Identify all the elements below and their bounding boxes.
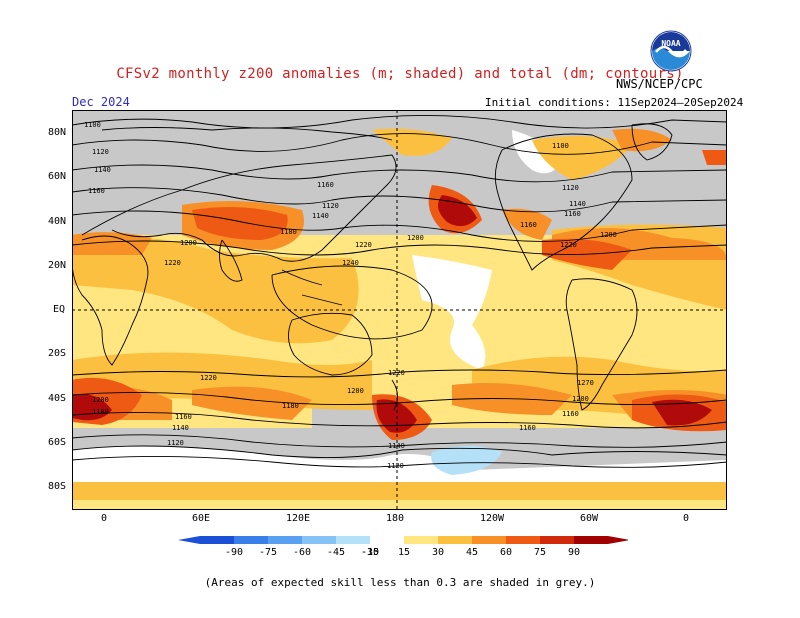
contour-label: 1120 — [387, 462, 404, 470]
lon-label: 120W — [479, 513, 505, 524]
colorbar-cell — [234, 536, 268, 544]
contour-label: 1120 — [92, 148, 109, 156]
contour-label: 1100 — [84, 121, 101, 129]
contour-label: 1160 — [520, 221, 537, 229]
contour-label: 1160 — [562, 410, 579, 418]
contour-label: 1240 — [342, 259, 359, 267]
lat-label: 60S — [48, 437, 67, 448]
contour-label: 1180 — [280, 228, 297, 236]
initial-conditions: Initial conditions: 11Sep2024–20Sep2024 — [485, 96, 744, 109]
contour-label: 1270 — [577, 379, 594, 387]
contour-label: 1120 — [322, 202, 339, 210]
contour-label: 1160 — [564, 210, 581, 218]
colorbar-cell — [200, 536, 234, 544]
colorbar-right-arrow — [608, 536, 628, 544]
contour-label: 1200 — [407, 234, 424, 242]
contour-label: 1200 — [347, 387, 364, 395]
lat-label: EQ — [53, 304, 66, 315]
contour-label: 1160 — [519, 424, 536, 432]
lat-label: 80N — [48, 127, 67, 138]
contour-label: 1160 — [175, 413, 192, 421]
contour-label: 1120 — [562, 184, 579, 192]
contour-label: 1160 — [317, 181, 334, 189]
agency-label: NWS/NCEP/CPC — [616, 77, 703, 91]
contour-label: 1160 — [88, 187, 105, 195]
colorbar-cell — [472, 536, 506, 544]
colorbar-cell — [506, 536, 540, 544]
contour-label: 1220 — [355, 241, 372, 249]
logo-text: NOAA — [661, 39, 680, 48]
contour-label: 1120 — [167, 439, 184, 447]
colorbar — [178, 536, 628, 544]
lon-label: 60E — [191, 513, 211, 524]
colorbar-cell — [336, 536, 370, 544]
colorbar-cell — [268, 536, 302, 544]
lon-label: 0 — [100, 513, 108, 524]
colorbar-tick-label: 15 — [397, 547, 411, 558]
lat-label: 40N — [48, 216, 67, 227]
lat-label: 20S — [48, 348, 67, 359]
chart-title: CFSv2 monthly z200 anomalies (m; shaded)… — [116, 66, 684, 82]
contour-label: 1220 — [164, 259, 181, 267]
colorbar-tick-label: -90 — [224, 547, 244, 558]
colorbar-cell — [540, 536, 574, 544]
contour-label: 1180 — [282, 402, 299, 410]
height-contours — [72, 115, 727, 468]
colorbar-tick-label: -15 — [360, 547, 380, 558]
lon-label: 180 — [385, 513, 405, 524]
contour-label: 1140 — [94, 166, 111, 174]
contour-label: 1200 — [92, 396, 109, 404]
lon-label: 120E — [285, 513, 311, 524]
blue-anomaly-area — [431, 446, 502, 475]
contour-label: 1220 — [388, 369, 405, 377]
contour-label: 1140 — [172, 424, 189, 432]
contour-label: 1200 — [180, 239, 197, 247]
colorbar-tick-label: 75 — [533, 547, 547, 558]
contour-labels: 1100 1120 1140 1160 1200 1220 1240 1160 … — [84, 121, 617, 470]
lat-label: 80S — [48, 481, 67, 492]
contour-label: 1100 — [552, 142, 569, 150]
contour-label: 1140 — [312, 212, 329, 220]
lat-label: 40S — [48, 393, 67, 404]
contour-label: 1140 — [388, 442, 405, 450]
darkred-anomaly-cores — [72, 195, 712, 433]
colorbar-left-arrow — [178, 536, 200, 544]
colorbar-tick-label: 60 — [499, 547, 513, 558]
colorbar-cell — [438, 536, 472, 544]
colorbar-cell — [574, 536, 608, 544]
colorbar-tick-label: -45 — [326, 547, 346, 558]
coastlines — [72, 123, 727, 459]
colorbar-tick-label: -60 — [292, 547, 312, 558]
lon-label: 60W — [579, 513, 599, 524]
colorbar-tick-label: 30 — [431, 547, 445, 558]
colorbar-cell — [370, 536, 404, 544]
contour-label: 1220 — [560, 241, 577, 249]
white-areas — [72, 130, 727, 482]
contour-label: 1200 — [572, 395, 589, 403]
map-frame — [72, 110, 727, 510]
forecast-month: Dec 2024 — [72, 95, 130, 109]
colorbar-tick-label: -30 — [360, 547, 380, 558]
anomaly-map: 1100 1120 1140 1160 1200 1220 1240 1160 … — [72, 110, 727, 510]
colorbar-tick-label: 90 — [567, 547, 581, 558]
footer-note: (Areas of expected skill less than 0.3 a… — [204, 576, 596, 589]
lon-label: 0 — [682, 513, 690, 524]
contour-label: 1140 — [569, 200, 586, 208]
colorbar-tick-label: 45 — [465, 547, 479, 558]
noaa-logo-icon: NOAA — [650, 30, 692, 72]
colorbar-tick-label: -75 — [258, 547, 278, 558]
lat-label: 60N — [48, 171, 67, 182]
contour-label: 1180 — [92, 408, 109, 416]
lat-label: 20N — [48, 260, 67, 271]
contour-label: 1200 — [600, 231, 617, 239]
colorbar-cell — [404, 536, 438, 544]
contour-label: 1220 — [200, 374, 217, 382]
colorbar-cell — [302, 536, 336, 544]
